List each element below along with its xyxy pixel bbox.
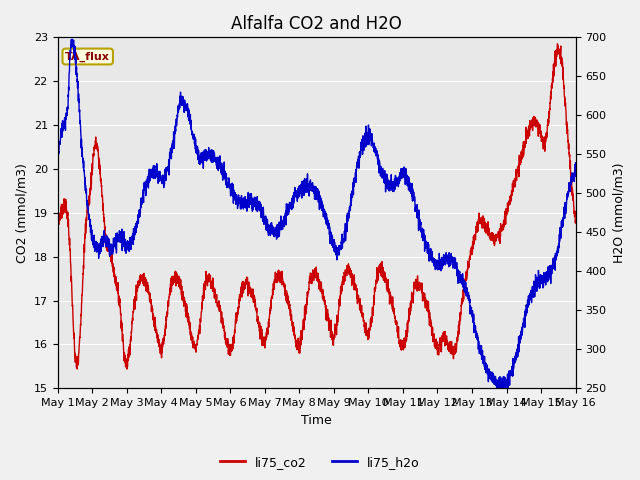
X-axis label: Time: Time — [301, 414, 332, 427]
li75_co2 — [572, 218, 579, 224]
li75_h2o — [253, 205, 260, 211]
li75_h2o — [493, 385, 500, 391]
Line: li75_co2: li75_co2 — [58, 44, 575, 369]
li75_co2 — [562, 106, 570, 112]
li75_h2o — [506, 368, 514, 374]
li75_co2 — [506, 193, 514, 199]
li75_co2 — [113, 287, 120, 293]
li75_h2o — [54, 153, 61, 158]
Y-axis label: CO2 (mmol/m3): CO2 (mmol/m3) — [15, 163, 28, 263]
li75_h2o — [275, 219, 283, 225]
li75_h2o — [562, 211, 570, 216]
li75_co2 — [253, 308, 260, 314]
li75_co2 — [123, 366, 131, 372]
li75_co2 — [144, 279, 152, 285]
Legend: li75_co2, li75_h2o: li75_co2, li75_h2o — [215, 451, 425, 474]
li75_h2o — [572, 160, 579, 166]
Y-axis label: H2O (mmol/m3): H2O (mmol/m3) — [612, 163, 625, 263]
li75_h2o — [113, 234, 120, 240]
Text: TA_flux: TA_flux — [65, 51, 110, 61]
li75_h2o — [68, 36, 76, 42]
li75_h2o — [144, 174, 152, 180]
li75_co2 — [554, 41, 561, 47]
Title: Alfalfa CO2 and H2O: Alfalfa CO2 and H2O — [231, 15, 402, 33]
li75_co2 — [275, 268, 283, 274]
li75_co2 — [54, 213, 61, 218]
Line: li75_h2o: li75_h2o — [58, 39, 575, 388]
